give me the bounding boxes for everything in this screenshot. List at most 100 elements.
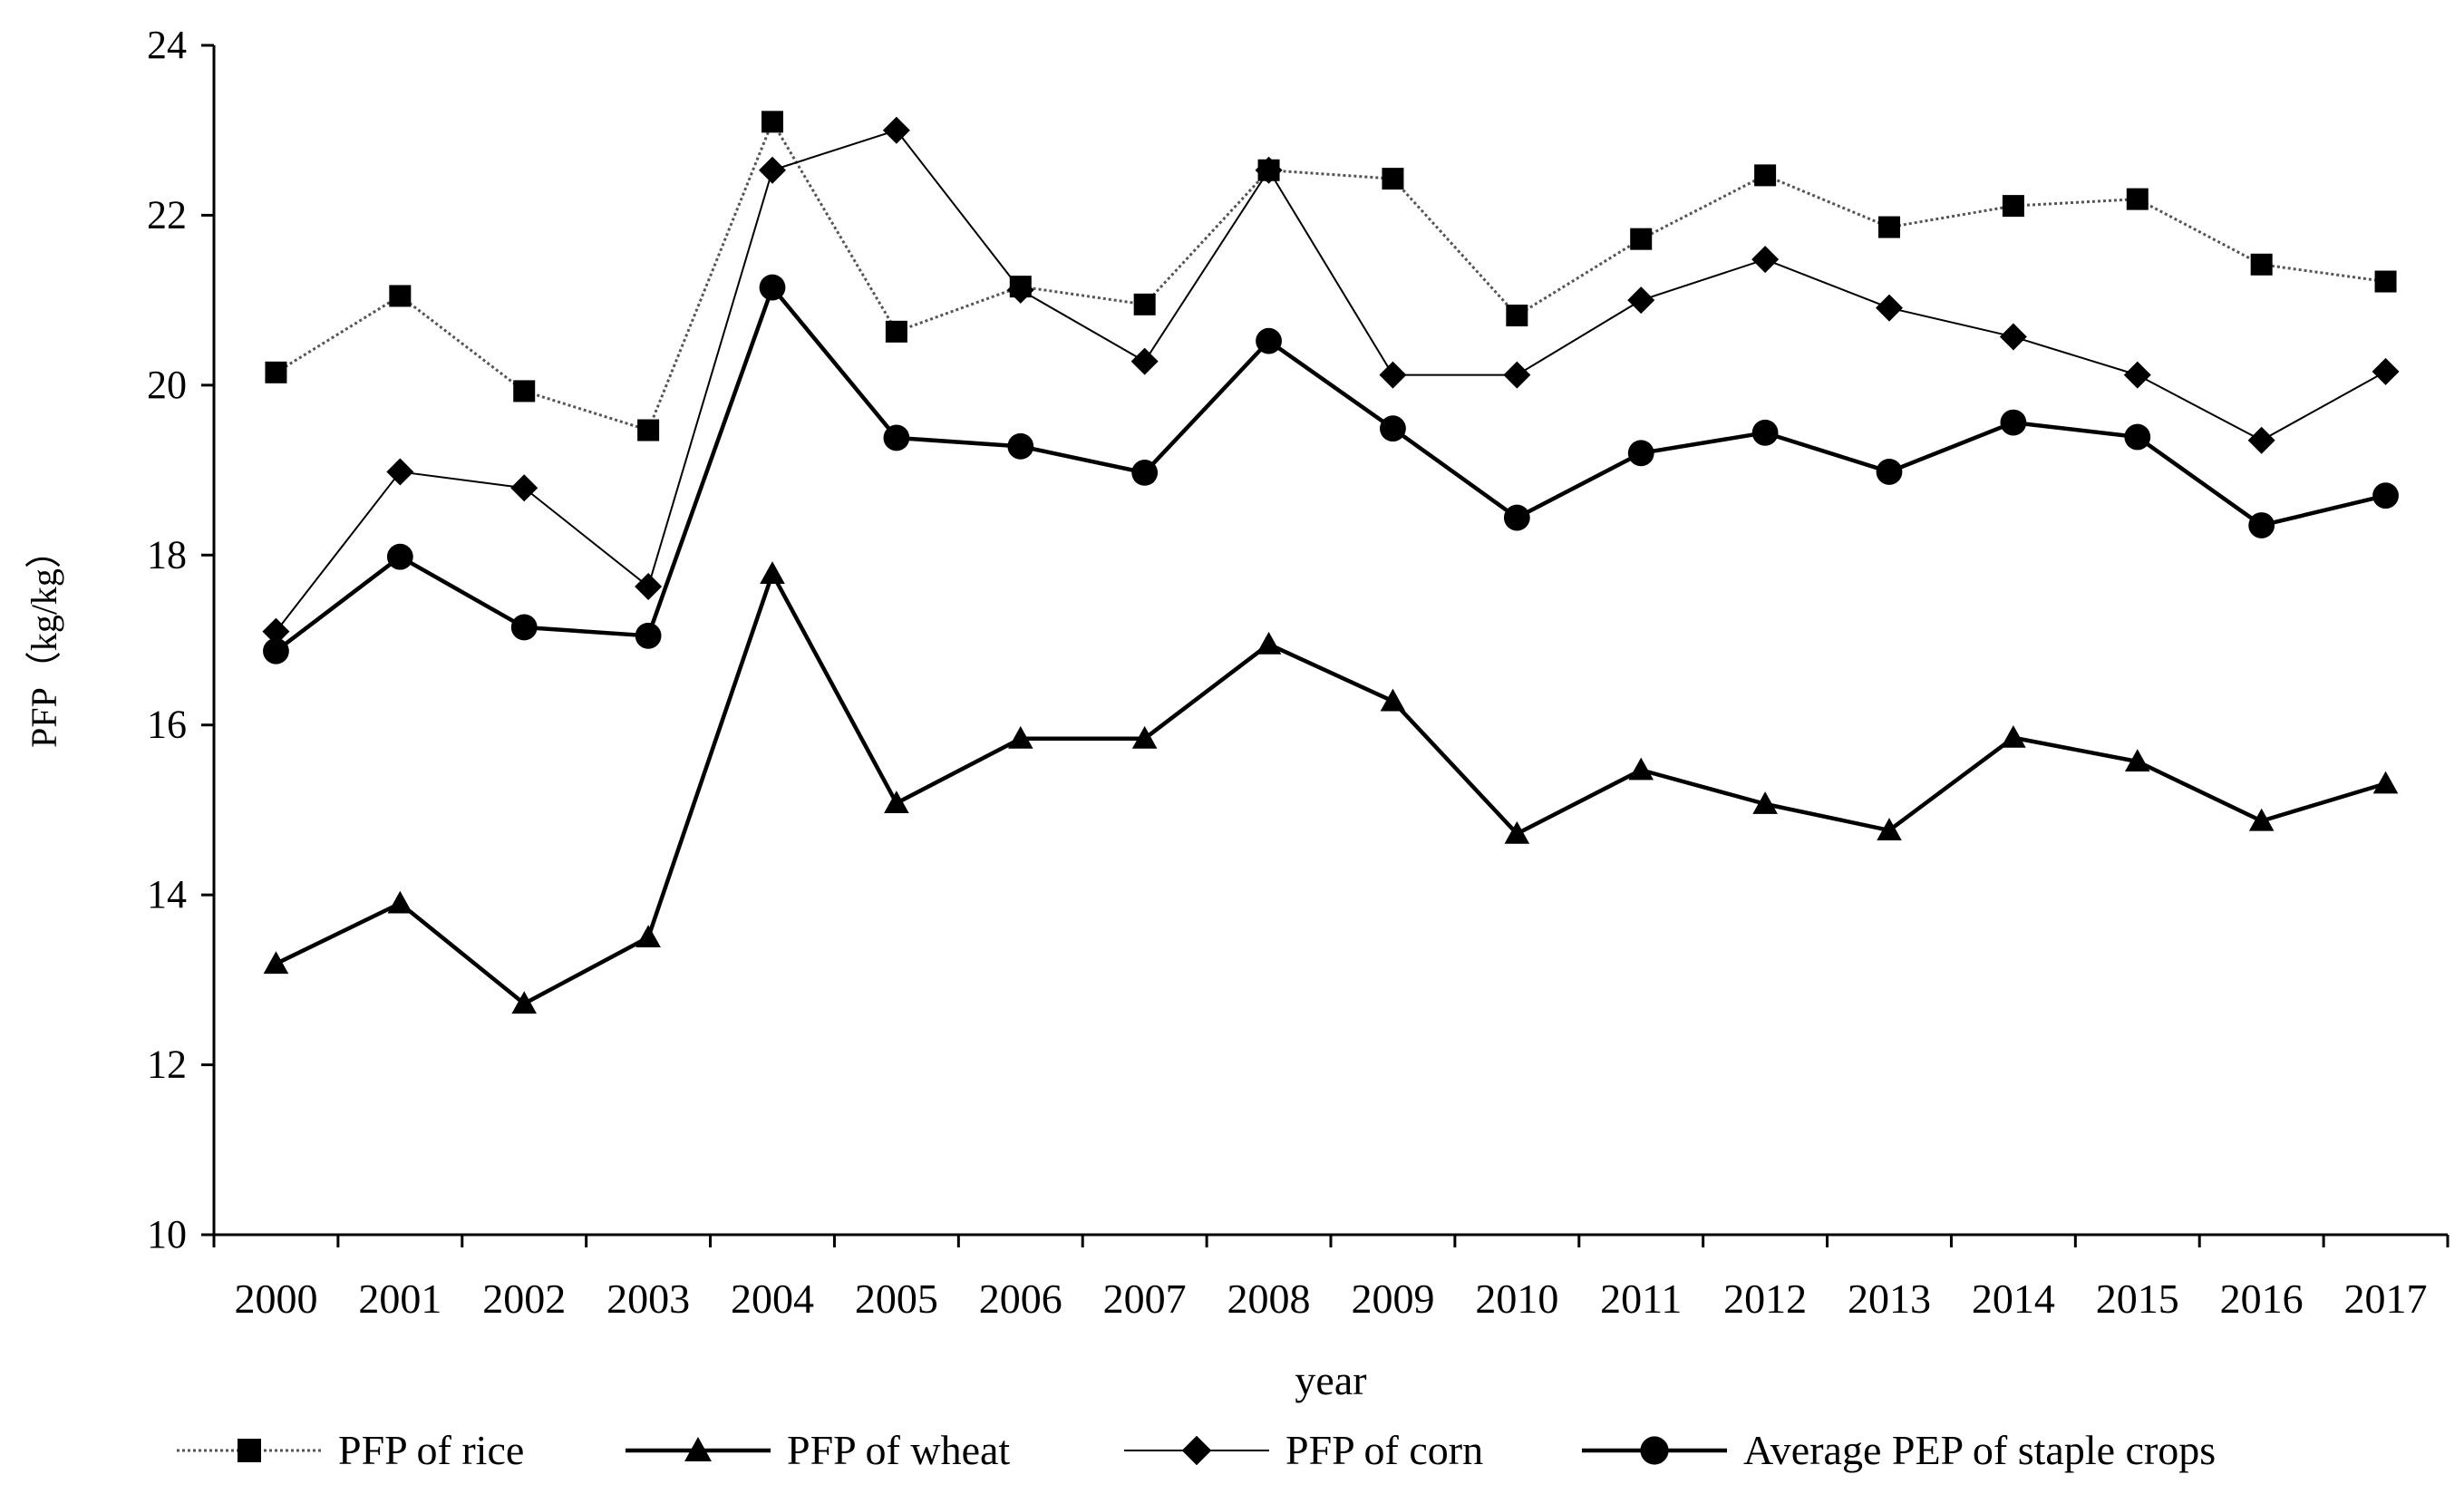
data-point-pfp-of-corn <box>1006 276 1034 304</box>
x-tick-label: 2016 <box>2220 1276 2304 1322</box>
y-tick-label: 24 <box>147 23 187 67</box>
legend-label: PFP of rice <box>338 1427 524 1473</box>
legend-item-pfp-of-wheat: PFP of wheat <box>626 1427 1010 1473</box>
data-point-pfp-of-corn <box>635 572 663 600</box>
x-tick-label: 2004 <box>731 1276 814 1322</box>
x-tick-label: 2015 <box>2096 1276 2179 1322</box>
data-point-pfp-of-rice <box>1506 305 1528 327</box>
y-tick-label: 20 <box>147 363 187 407</box>
x-tick-label: 2005 <box>855 1276 938 1322</box>
data-point-pfp-of-corn <box>1999 323 2027 351</box>
data-point-pfp-of-rice <box>637 419 660 441</box>
x-tick-label: 2017 <box>2344 1276 2428 1322</box>
data-point-average-pep-of-staple-crops <box>2248 512 2275 538</box>
x-tick-label: 2001 <box>358 1276 441 1322</box>
data-point-average-pep-of-staple-crops <box>263 637 289 665</box>
x-tick-label: 2007 <box>1103 1276 1187 1322</box>
legend-swatch-marker <box>1181 1435 1212 1466</box>
data-point-pfp-of-corn <box>759 156 786 184</box>
data-point-pfp-of-rice <box>2374 270 2397 293</box>
x-tick-label: 2009 <box>1351 1276 1434 1322</box>
x-ticks: 2000 2001 2002 2003 2004 2005 2006 2007 2008 2009… <box>212 1235 2449 1322</box>
data-point-pfp-of-rice <box>2250 253 2273 276</box>
data-point-pfp-of-corn <box>882 116 910 144</box>
data-point-average-pep-of-staple-crops <box>1007 432 1034 460</box>
series-layer <box>262 111 2400 1014</box>
y-tick-label: 16 <box>147 703 187 747</box>
data-point-pfp-of-rice <box>1754 164 1777 187</box>
y-tick-label: 12 <box>147 1043 187 1087</box>
data-point-pfp-of-rice <box>885 320 907 343</box>
legend-swatch-marker <box>238 1439 261 1462</box>
data-point-average-pep-of-staple-crops <box>759 274 786 301</box>
series-pfp-of-wheat <box>263 561 2399 1014</box>
x-tick-label: 2000 <box>234 1276 317 1322</box>
data-point-pfp-of-rice <box>2002 195 2024 218</box>
data-point-pfp-of-corn <box>1379 361 1407 389</box>
data-point-average-pep-of-staple-crops <box>1503 504 1530 531</box>
data-point-average-pep-of-staple-crops <box>2124 423 2151 451</box>
data-point-pfp-of-rice <box>1878 216 1900 238</box>
data-point-pfp-of-wheat <box>884 791 909 813</box>
data-point-pfp-of-wheat <box>387 890 413 914</box>
data-point-pfp-of-corn <box>2123 361 2151 389</box>
y-tick-label: 18 <box>147 532 187 577</box>
x-axis-title: year <box>1295 1357 1366 1403</box>
data-point-pfp-of-rice <box>2126 188 2149 210</box>
data-point-pfp-of-wheat <box>2248 808 2275 831</box>
series-line-pfp-of-wheat <box>275 571 2387 1006</box>
x-tick-label: 2012 <box>1723 1276 1807 1322</box>
data-point-average-pep-of-staple-crops <box>510 614 538 641</box>
data-point-pfp-of-corn <box>386 458 414 486</box>
x-tick-label: 2003 <box>606 1276 690 1322</box>
data-point-pfp-of-rice <box>513 380 536 403</box>
legend-swatch-marker <box>1640 1436 1669 1465</box>
data-point-pfp-of-rice <box>1630 228 1653 250</box>
data-point-average-pep-of-staple-crops <box>1256 327 1282 354</box>
data-point-pfp-of-wheat <box>1380 688 1406 712</box>
data-point-average-pep-of-staple-crops <box>1380 415 1406 442</box>
y-tick-label: 22 <box>147 192 187 237</box>
data-point-pfp-of-rice <box>762 111 783 133</box>
legend-item-average-pep-of-staple-crops: Average PEP of staple crops <box>1582 1427 2216 1473</box>
data-point-pfp-of-wheat <box>1504 820 1530 844</box>
x-tick-label: 2002 <box>482 1276 566 1322</box>
data-point-average-pep-of-staple-crops <box>635 622 662 649</box>
legend-item-pfp-of-corn: PFP of corn <box>1124 1427 1483 1473</box>
data-point-pfp-of-wheat <box>2372 771 2399 794</box>
legend-swatch-marker <box>684 1437 712 1461</box>
y-axis-title: PFP（kg/kg） <box>24 532 64 748</box>
data-point-pfp-of-wheat <box>511 991 538 1014</box>
legend-label: PFP of wheat <box>787 1427 1010 1473</box>
data-point-pfp-of-corn <box>2372 357 2400 385</box>
x-tick-label: 2013 <box>1848 1276 1931 1322</box>
y-ticks: 10 12 14 16 18 20 22 24 <box>147 23 214 1256</box>
data-point-pfp-of-wheat <box>1256 631 1282 655</box>
x-tick-label: 2010 <box>1475 1276 1558 1322</box>
x-tick-label: 2014 <box>1972 1276 2055 1322</box>
series-line-pfp-of-rice <box>275 120 2386 432</box>
data-point-pfp-of-corn <box>510 474 538 502</box>
data-point-pfp-of-rice <box>265 361 287 383</box>
y-tick-label: 10 <box>147 1212 187 1256</box>
series-line-average-pep-of-staple-crops <box>275 285 2387 653</box>
y-tick-label: 14 <box>147 872 187 917</box>
data-point-pfp-of-corn <box>1503 361 1531 389</box>
data-point-pfp-of-corn <box>2247 426 2275 454</box>
data-point-pfp-of-corn <box>1255 156 1283 184</box>
legend-label: Average PEP of staple crops <box>1743 1427 2216 1473</box>
data-point-pfp-of-wheat <box>1131 725 1158 749</box>
legend-item-pfp-of-rice: PFP of rice <box>177 1427 524 1473</box>
data-point-pfp-of-wheat <box>1877 818 1902 840</box>
data-point-average-pep-of-staple-crops <box>1131 459 1159 486</box>
data-point-pfp-of-wheat <box>760 561 785 584</box>
series-pfp-of-rice <box>265 111 2397 441</box>
data-point-pfp-of-wheat <box>1007 725 1033 749</box>
data-point-pfp-of-wheat <box>263 951 289 975</box>
x-tick-label: 2011 <box>1600 1276 1682 1322</box>
data-point-pfp-of-corn <box>1130 347 1159 375</box>
data-point-pfp-of-rice <box>389 285 412 307</box>
data-point-average-pep-of-staple-crops <box>2372 482 2399 509</box>
series-pfp-of-corn <box>262 116 2400 645</box>
